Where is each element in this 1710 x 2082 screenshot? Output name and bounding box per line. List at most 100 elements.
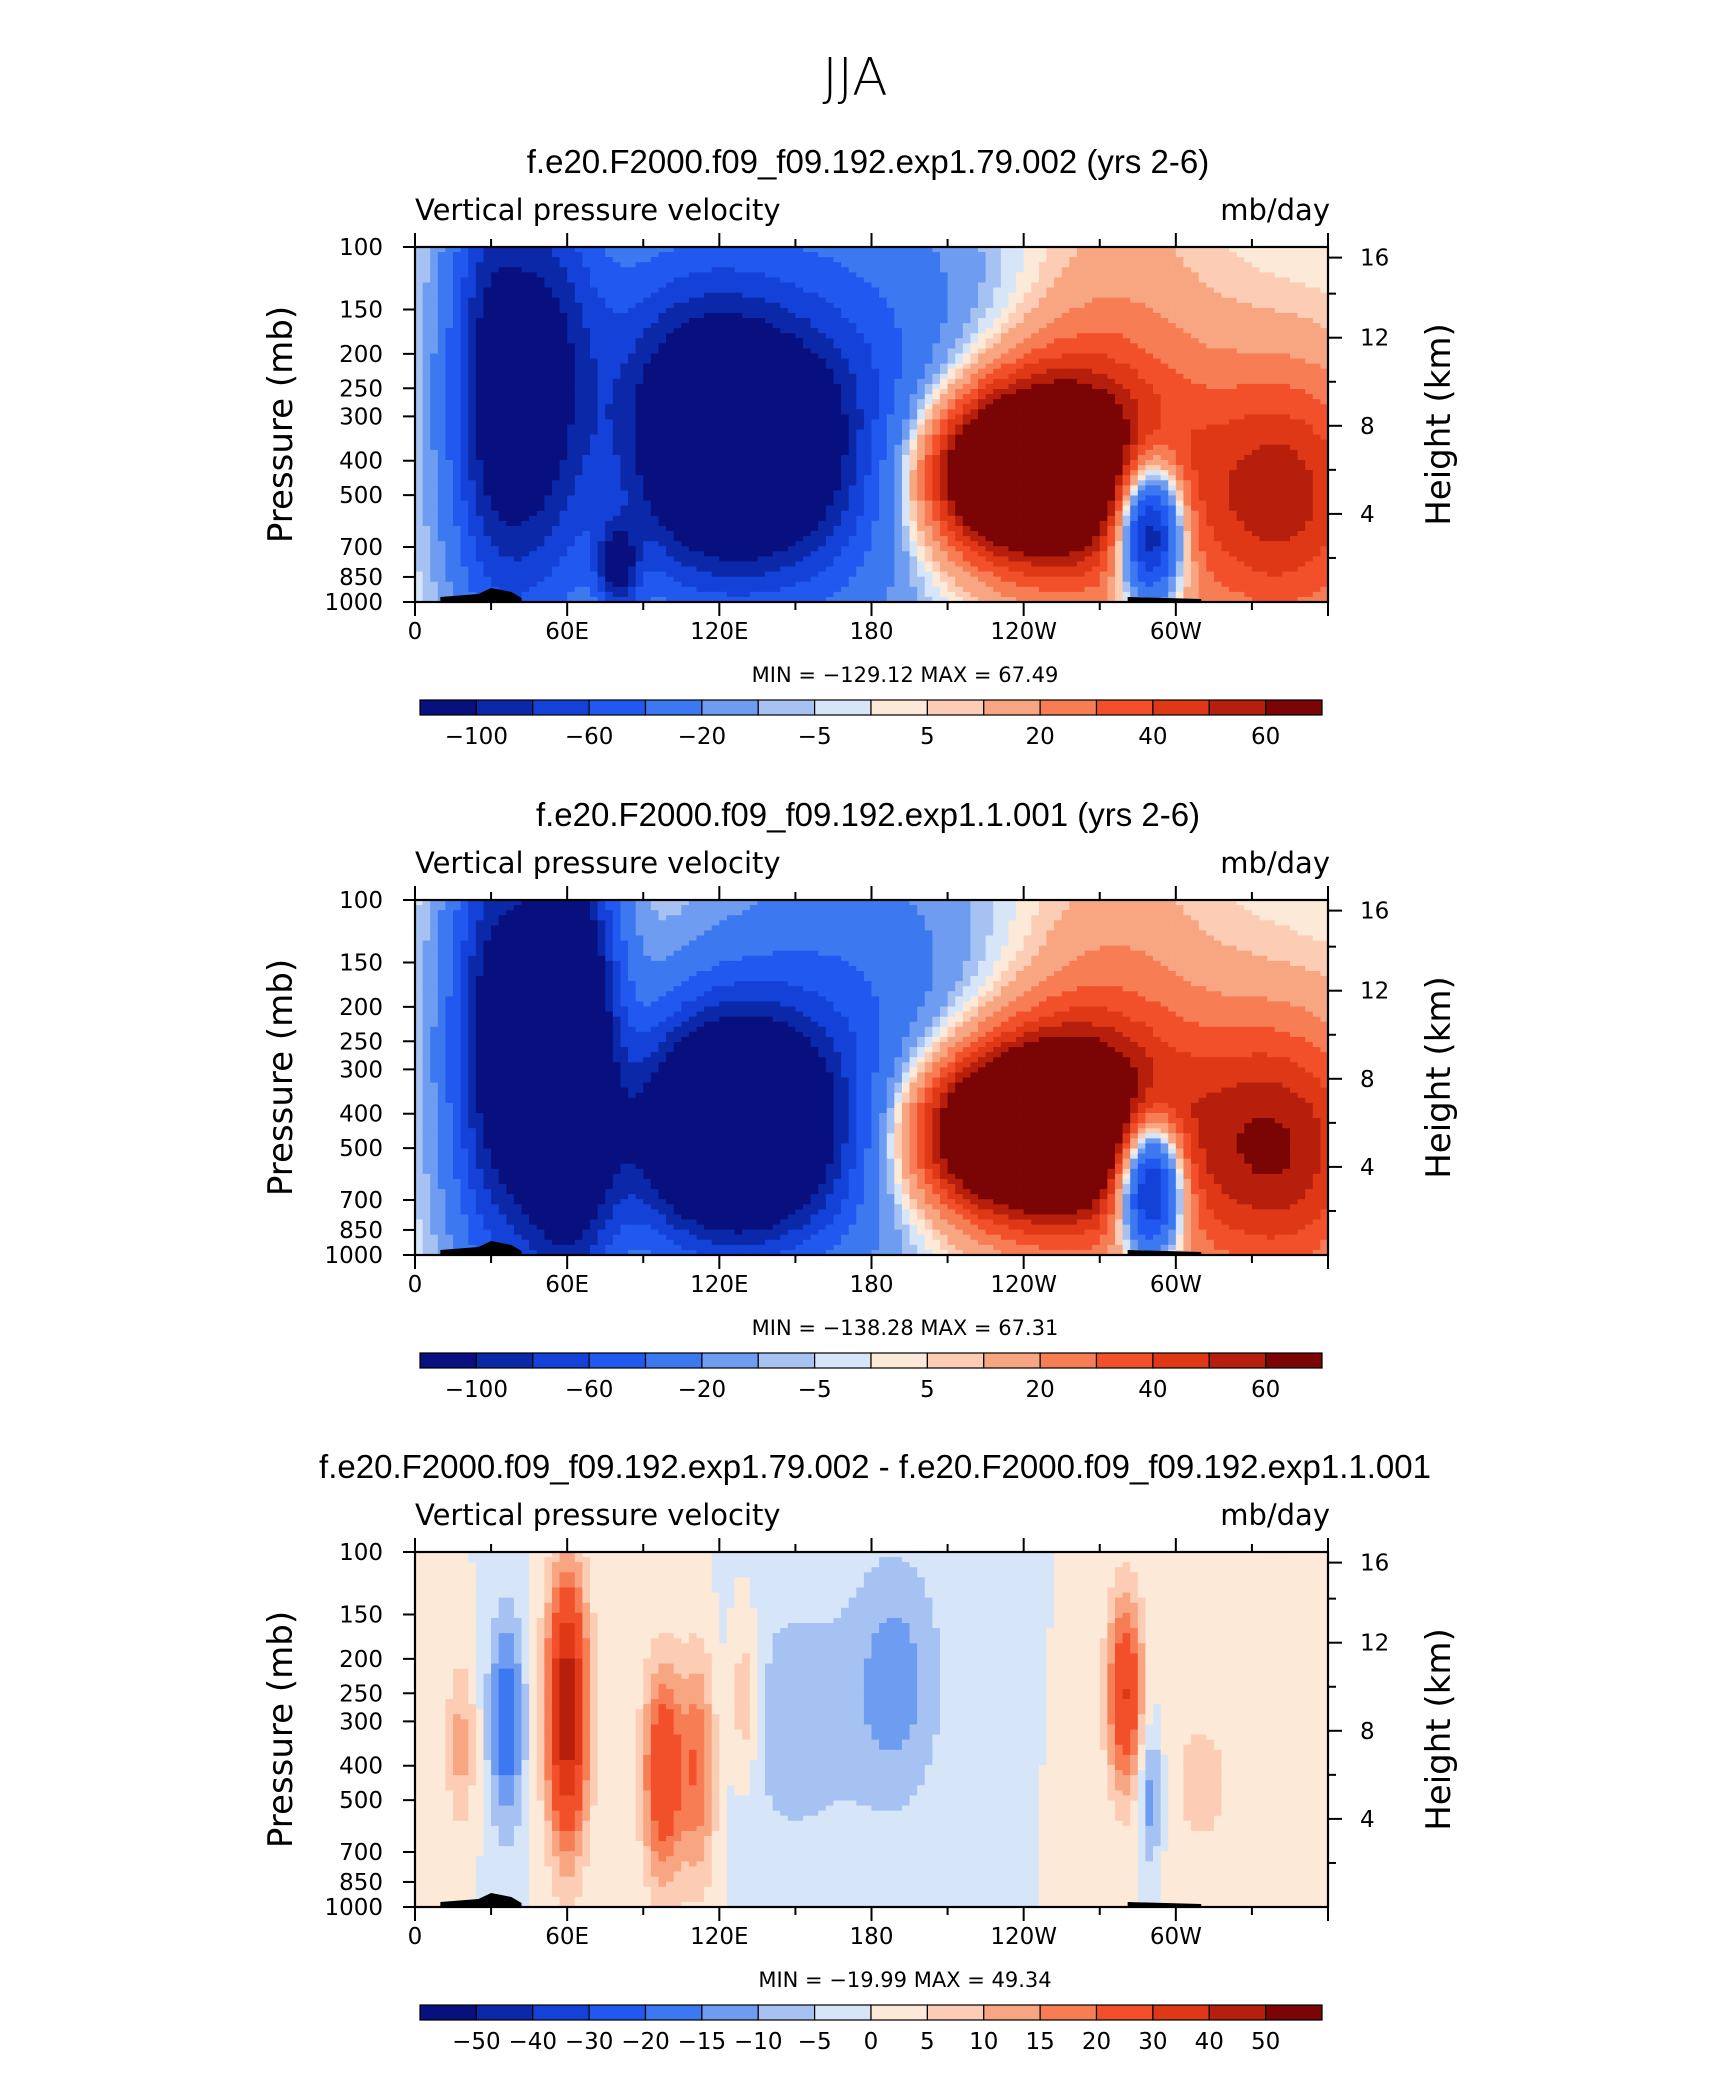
field-cell xyxy=(1114,252,1124,258)
field-cell xyxy=(620,439,629,446)
field-cell xyxy=(620,368,629,375)
field-cell xyxy=(597,373,606,380)
field-cell xyxy=(673,404,682,410)
field-cell xyxy=(985,307,994,314)
field-cell xyxy=(521,394,530,400)
field-cell xyxy=(1160,292,1169,299)
field-cell xyxy=(589,399,599,405)
field-cell xyxy=(856,287,865,294)
field-cell xyxy=(1153,328,1162,334)
field-cell xyxy=(863,414,873,421)
field-cell xyxy=(1320,444,1329,451)
field-cell xyxy=(1183,429,1192,436)
field-cell xyxy=(924,338,933,344)
field-cell xyxy=(924,262,933,268)
field-cell xyxy=(612,414,622,421)
field-cell xyxy=(437,358,447,365)
field-cell xyxy=(742,373,751,380)
field-cell xyxy=(582,383,591,390)
field-cell xyxy=(879,424,888,431)
field-cell xyxy=(1175,307,1185,314)
field-cell xyxy=(962,358,972,365)
field-cell xyxy=(993,272,1002,279)
field-cell xyxy=(605,389,614,395)
field-cell xyxy=(795,353,804,360)
field-cell xyxy=(453,282,462,289)
field-cell xyxy=(681,338,690,344)
field-cell xyxy=(559,378,568,385)
field-cell xyxy=(1175,363,1185,370)
field-cell xyxy=(1038,318,1048,324)
field-cell xyxy=(1251,449,1261,456)
field-cell xyxy=(468,277,477,284)
field-cell xyxy=(719,282,728,289)
field-cell xyxy=(1031,338,1040,344)
field-cell xyxy=(529,277,538,284)
field-cell xyxy=(513,262,523,268)
field-cell xyxy=(1236,414,1245,421)
field-cell xyxy=(1320,404,1329,410)
field-cell xyxy=(643,287,652,294)
field-cell xyxy=(1016,262,1025,268)
field-cell xyxy=(483,282,492,289)
field-cell xyxy=(1175,449,1185,456)
field-cell xyxy=(1145,338,1154,344)
field-cell xyxy=(1069,292,1078,299)
field-cell xyxy=(1229,399,1238,405)
field-cell xyxy=(734,328,743,334)
field-cell xyxy=(886,444,895,451)
field-cell xyxy=(978,358,987,365)
field-cell xyxy=(757,389,766,395)
field-cell xyxy=(460,454,469,461)
field-cell xyxy=(422,262,431,268)
field-cell xyxy=(818,312,827,319)
field-cell xyxy=(673,389,682,395)
field-cell xyxy=(978,389,987,395)
field-cell xyxy=(901,358,911,365)
field-cell xyxy=(871,307,880,314)
field-cell xyxy=(962,277,972,284)
field-cell xyxy=(1206,338,1215,344)
field-cell xyxy=(848,318,857,324)
field-cell xyxy=(1320,282,1329,289)
field-cell xyxy=(757,257,766,263)
field-cell xyxy=(1289,343,1299,350)
field-cell xyxy=(688,328,698,334)
field-cell xyxy=(917,312,926,319)
field-cell xyxy=(1122,404,1131,410)
field-cell xyxy=(825,328,835,334)
field-cell xyxy=(1084,419,1093,426)
field-cell xyxy=(1122,307,1131,314)
field-cell xyxy=(453,358,462,365)
field-cell xyxy=(734,272,743,279)
field-cell xyxy=(795,409,804,415)
field-cell xyxy=(468,404,477,410)
field-cell xyxy=(764,389,774,395)
field-cell xyxy=(1191,302,1200,309)
field-cell xyxy=(1114,383,1124,390)
field-cell xyxy=(1008,252,1017,258)
field-cell xyxy=(612,363,622,370)
field-cell xyxy=(529,272,538,279)
field-cell xyxy=(422,333,431,339)
field-cell xyxy=(1069,338,1078,344)
field-cell xyxy=(772,257,781,263)
field-cell xyxy=(650,454,660,461)
field-cell xyxy=(757,414,766,421)
field-cell xyxy=(1107,312,1116,319)
field-cell xyxy=(1016,282,1025,289)
field-cell xyxy=(726,449,736,456)
field-cell xyxy=(460,444,469,451)
field-cell xyxy=(749,439,758,446)
field-cell xyxy=(1076,399,1086,405)
field-cell xyxy=(688,302,698,309)
field-cell xyxy=(879,414,888,421)
field-cell xyxy=(955,272,964,279)
field-cell xyxy=(559,353,568,360)
field-cell xyxy=(711,409,720,415)
field-cell xyxy=(939,449,949,456)
field-cell xyxy=(688,312,698,319)
field-cell xyxy=(704,449,713,456)
field-cell xyxy=(962,287,972,294)
field-cell xyxy=(818,307,827,314)
